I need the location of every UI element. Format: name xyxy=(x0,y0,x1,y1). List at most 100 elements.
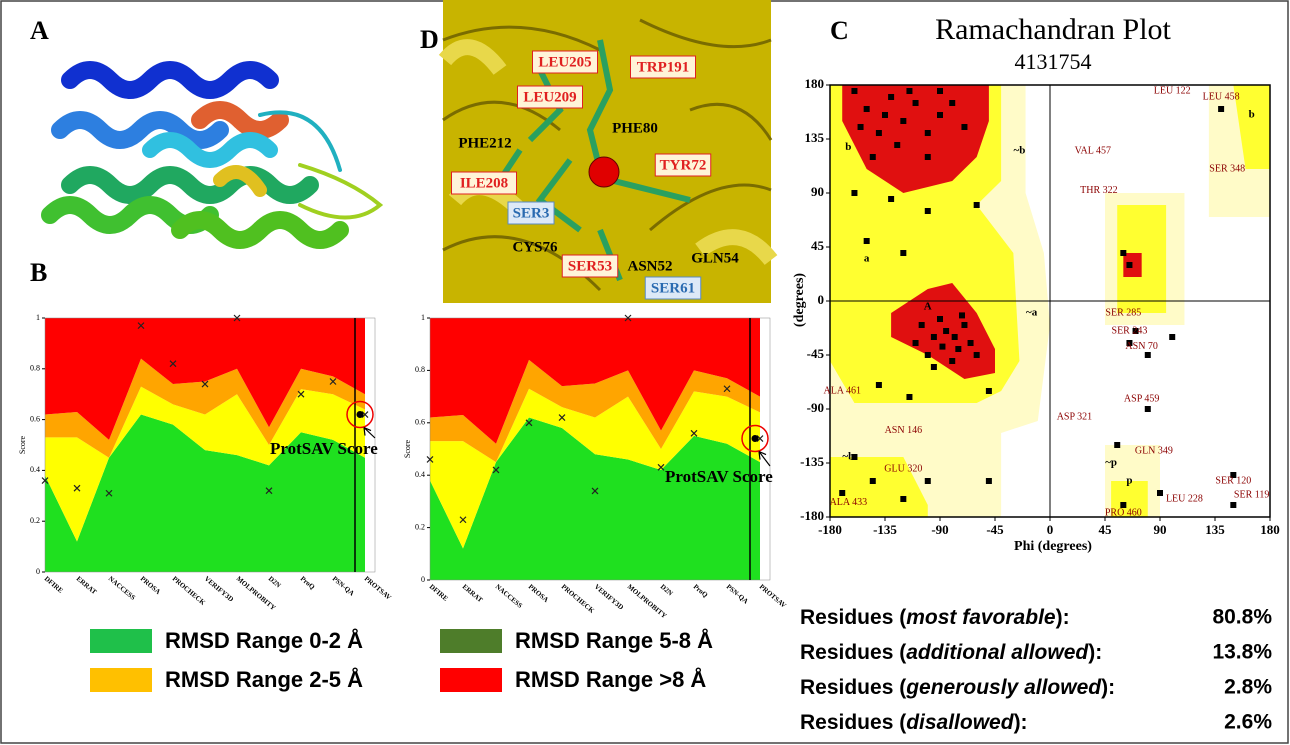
stat-label: Residues (most favorable): xyxy=(800,606,1070,629)
residue-point xyxy=(943,328,949,334)
residue-point xyxy=(968,340,974,346)
stat-label-part: disallowed xyxy=(906,711,1015,734)
residue-point xyxy=(913,100,919,106)
x-tick-label: 180 xyxy=(1260,522,1280,537)
residue-annotation: SER 348 xyxy=(1209,163,1245,174)
x-tick-label: 0 xyxy=(1047,522,1054,537)
residue-point xyxy=(925,478,931,484)
residue-point xyxy=(900,250,906,256)
residue-point xyxy=(937,316,943,322)
residue-point xyxy=(925,154,931,160)
residue-point xyxy=(1145,406,1151,412)
region-label: b xyxy=(845,141,851,153)
stat-label-part: ): xyxy=(1088,641,1102,664)
chart-subtitle: 4131754 xyxy=(1015,49,1092,74)
residue-point xyxy=(870,478,876,484)
stat-label-part: Residues ( xyxy=(800,676,906,699)
residue-point xyxy=(888,94,894,100)
residue-label: PHE212 xyxy=(458,135,511,151)
residue-label: TYR72 xyxy=(660,157,707,173)
residue-point xyxy=(955,346,961,352)
residue-point xyxy=(882,112,888,118)
stat-label-part: Residues ( xyxy=(800,606,906,629)
residue-annotation: ALA 433 xyxy=(830,497,868,508)
stat-value: 13.8% xyxy=(1212,641,1272,664)
y-tick-label: 1 xyxy=(421,313,425,322)
y-tick-label: 0.6 xyxy=(30,414,40,423)
region-label: b xyxy=(1249,109,1255,121)
residue-point xyxy=(959,312,965,318)
residue-point xyxy=(1230,502,1236,508)
y-tick-label: 1 xyxy=(36,313,40,322)
residue-label: PHE80 xyxy=(612,120,658,136)
y-tick-label: 180 xyxy=(805,76,825,91)
y-tick-label: 0 xyxy=(818,292,825,307)
stat-label-part: Residues ( xyxy=(800,711,906,734)
residue-point xyxy=(906,88,912,94)
residue-point xyxy=(925,130,931,136)
residue-point xyxy=(1218,106,1224,112)
residue-point xyxy=(974,202,980,208)
y-axis-label: Score xyxy=(18,435,27,454)
highlight-dot xyxy=(752,435,759,442)
residue-point xyxy=(900,496,906,502)
y-tick-label: 0.8 xyxy=(30,364,40,373)
residue-point xyxy=(925,352,931,358)
y-tick-label: -45 xyxy=(807,346,825,361)
annotation: ProtSAV Score xyxy=(665,467,773,486)
residue-annotation: THR 322 xyxy=(1080,185,1118,196)
residue-point xyxy=(913,340,919,346)
stat-label-part: most favorable xyxy=(906,606,1056,629)
residue-label: ASN52 xyxy=(627,258,672,274)
y-tick-label: 90 xyxy=(811,184,824,199)
x-tick-label: 45 xyxy=(1099,522,1113,537)
residue-annotation: SER 120 xyxy=(1215,475,1251,486)
region-label: ~b xyxy=(1014,145,1026,157)
y-axis-label: (degrees) xyxy=(792,273,807,327)
highlight-dot xyxy=(357,411,364,418)
region-label: ~p xyxy=(1105,457,1117,469)
stat-label-part: additional allowed xyxy=(906,641,1089,664)
residue-point xyxy=(864,238,870,244)
residue-point xyxy=(851,190,857,196)
region-label: a xyxy=(864,253,870,265)
residue-annotation: GLN 349 xyxy=(1135,445,1173,456)
y-tick-label: 0.2 xyxy=(415,522,425,531)
chart-title: Ramachandran Plot xyxy=(935,13,1171,46)
residue-point xyxy=(925,208,931,214)
y-tick-label: 0.4 xyxy=(30,465,40,474)
residue-point xyxy=(900,118,906,124)
residue-label: SER3 xyxy=(513,205,550,221)
residue-point xyxy=(876,130,882,136)
residue-annotation: VAL 457 xyxy=(1075,145,1111,156)
panel-label: D xyxy=(420,25,439,54)
stat-label-part: generously allowed xyxy=(905,676,1102,699)
legend-swatch xyxy=(440,668,502,692)
figure: ABCDLEU205TRP191LEU209PHE80PHE212TYR72IL… xyxy=(0,0,1290,745)
y-tick-label: 0.8 xyxy=(415,365,425,374)
y-tick-label: 45 xyxy=(811,238,825,253)
residue-point xyxy=(949,358,955,364)
residue-point xyxy=(864,106,870,112)
stat-label-part: Residues ( xyxy=(800,641,906,664)
residue-point xyxy=(1114,442,1120,448)
y-tick-label: 0 xyxy=(421,575,425,584)
y-axis-label: Score xyxy=(403,439,412,458)
y-tick-label: 0.2 xyxy=(30,516,40,525)
residue-point xyxy=(931,364,937,370)
legend-label: RMSD Range 5-8 Å xyxy=(515,627,713,653)
stat-value: 80.8% xyxy=(1212,606,1272,629)
residue-annotation: LEU 458 xyxy=(1203,91,1240,102)
stat-label-part: ): xyxy=(1014,711,1028,734)
x-tick-label: -180 xyxy=(818,522,842,537)
residue-point xyxy=(919,322,925,328)
residue-annotation: ASP 459 xyxy=(1124,394,1159,405)
y-tick-label: 0.6 xyxy=(415,418,425,427)
stat-label: Residues (disallowed): xyxy=(800,711,1028,734)
residue-label: SER61 xyxy=(651,280,695,296)
stat-label-part: ): xyxy=(1101,676,1115,699)
x-tick-label: -90 xyxy=(931,522,948,537)
residue-point xyxy=(894,142,900,148)
residue-point xyxy=(949,100,955,106)
y-tick-label: -180 xyxy=(800,508,824,523)
